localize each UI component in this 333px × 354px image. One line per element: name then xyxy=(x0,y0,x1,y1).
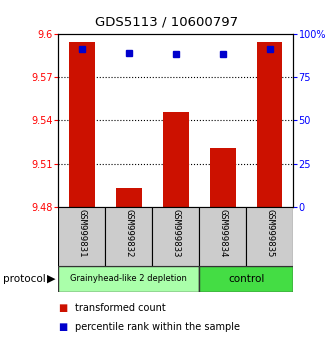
Bar xyxy=(210,148,235,207)
Bar xyxy=(152,207,199,266)
Text: ■: ■ xyxy=(58,322,68,332)
Text: GSM999834: GSM999834 xyxy=(218,209,227,257)
Bar xyxy=(58,266,199,292)
Bar xyxy=(257,42,282,207)
Text: percentile rank within the sample: percentile rank within the sample xyxy=(75,322,240,332)
Bar xyxy=(163,112,188,207)
Text: GSM999832: GSM999832 xyxy=(124,209,133,257)
Text: GSM999835: GSM999835 xyxy=(265,209,274,257)
Bar xyxy=(246,207,293,266)
Text: ▶: ▶ xyxy=(47,274,56,284)
Bar xyxy=(105,207,152,266)
Bar xyxy=(116,188,142,207)
Text: protocol: protocol xyxy=(3,274,46,284)
Text: GDS5113 / 10600797: GDS5113 / 10600797 xyxy=(95,16,238,29)
Bar xyxy=(199,207,246,266)
Text: transformed count: transformed count xyxy=(75,303,166,313)
Bar xyxy=(199,266,293,292)
Text: Grainyhead-like 2 depletion: Grainyhead-like 2 depletion xyxy=(70,274,187,283)
Text: GSM999833: GSM999833 xyxy=(171,209,180,257)
Text: GSM999831: GSM999831 xyxy=(77,209,86,257)
Bar xyxy=(69,42,95,207)
Bar xyxy=(58,207,105,266)
Text: ■: ■ xyxy=(58,303,68,313)
Text: control: control xyxy=(228,274,264,284)
